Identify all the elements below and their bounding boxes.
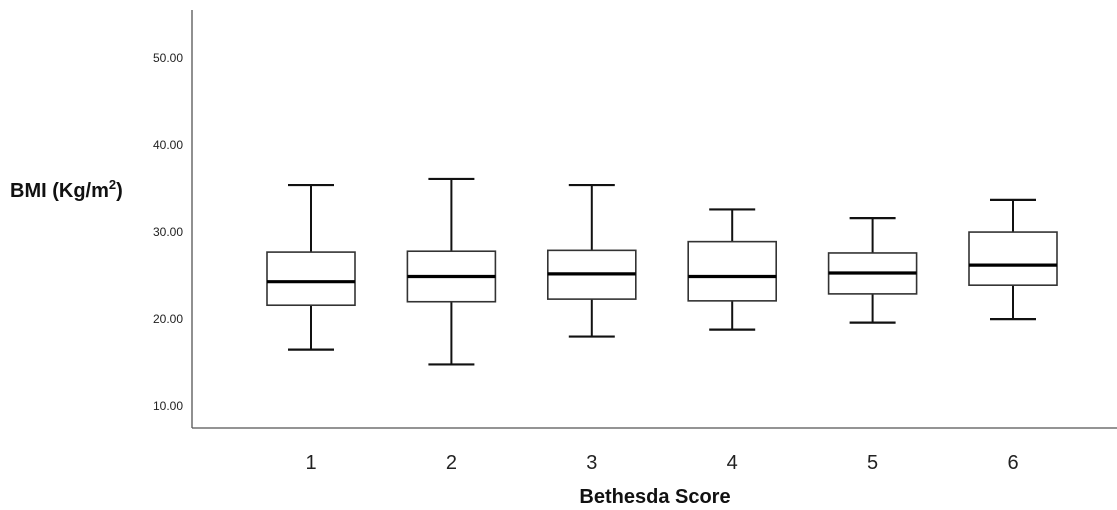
x-tick-label: 4	[727, 452, 738, 474]
y-axis-title-superscript: 2	[109, 177, 116, 192]
x-tick-label: 1	[305, 452, 316, 474]
y-axis-title: BMI (Kg/m2)	[10, 177, 123, 202]
x-tick-label: 5	[867, 452, 878, 474]
y-axis-title-close: )	[116, 180, 123, 202]
iqr-box	[968, 231, 1058, 286]
axes	[191, 10, 1117, 429]
x-tick-label: 3	[586, 452, 597, 474]
y-tick-labels: 10.00 20.00 30.00 40.00 50.00	[153, 51, 183, 413]
y-tick-label: 20.00	[153, 312, 183, 326]
x-tick-label: 2	[446, 452, 457, 474]
box-group-4	[687, 208, 778, 331]
iqr-box	[687, 240, 778, 302]
box-group-5	[827, 217, 918, 324]
y-tick-label: 30.00	[153, 225, 183, 239]
y-tick-label: 10.00	[153, 399, 183, 413]
x-tick-label: 6	[1007, 452, 1018, 474]
y-axis-title-main: BMI (Kg/m	[10, 180, 109, 202]
box-group-3	[546, 183, 637, 338]
x-axis-title: Bethesda Score	[579, 486, 730, 508]
y-tick-label: 50.00	[153, 51, 183, 65]
x-tick-labels: 1 2 3 4 5 6	[305, 452, 1018, 474]
box-group-1	[266, 183, 356, 351]
y-tick-label: 40.00	[153, 138, 183, 152]
box-group-2	[406, 177, 497, 366]
box-group-6	[968, 198, 1058, 321]
box-series	[266, 177, 1058, 366]
iqr-box	[266, 251, 356, 307]
